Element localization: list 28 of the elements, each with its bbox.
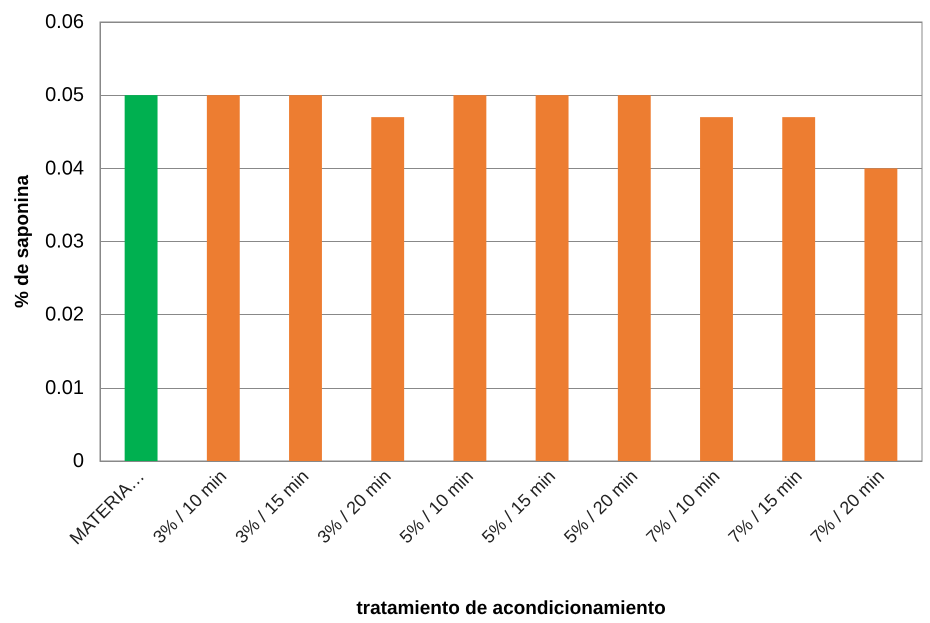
y-tick-label: 0 <box>72 450 84 472</box>
bar <box>536 95 569 461</box>
bar <box>371 117 404 461</box>
x-tick-label: 3% / 10 min <box>149 466 230 548</box>
y-tick-label: 0.03 <box>45 230 84 252</box>
x-tick-label: 5% / 15 min <box>478 466 560 548</box>
x-tick-label: 3% / 15 min <box>231 466 313 548</box>
bar <box>124 95 158 461</box>
x-tick-label: 5% / 20 min <box>560 466 642 548</box>
x-axis-title: tratamiento de acondicionamiento <box>356 598 666 619</box>
bar <box>700 117 733 461</box>
x-tick-label: 7% / 20 min <box>806 466 888 548</box>
y-tick-label: 0.04 <box>45 157 84 180</box>
x-tick-label: 7% / 15 min <box>724 466 806 548</box>
y-tick-label: 0.05 <box>45 84 84 106</box>
bar <box>618 95 651 461</box>
bar <box>453 95 486 461</box>
y-tick-label: 0.06 <box>45 11 84 33</box>
bar <box>864 168 898 461</box>
bar <box>289 95 322 461</box>
y-tick-label: 0.01 <box>45 376 84 399</box>
x-tick-label: 3% / 20 min <box>313 466 395 548</box>
x-tick-label: 7% / 10 min <box>642 466 724 548</box>
bar <box>206 95 240 461</box>
x-tick-label: 5% / 10 min <box>396 466 477 548</box>
bar <box>782 117 816 461</box>
y-axis-title: % de saponina <box>12 174 33 308</box>
y-tick-label: 0.02 <box>45 304 84 326</box>
